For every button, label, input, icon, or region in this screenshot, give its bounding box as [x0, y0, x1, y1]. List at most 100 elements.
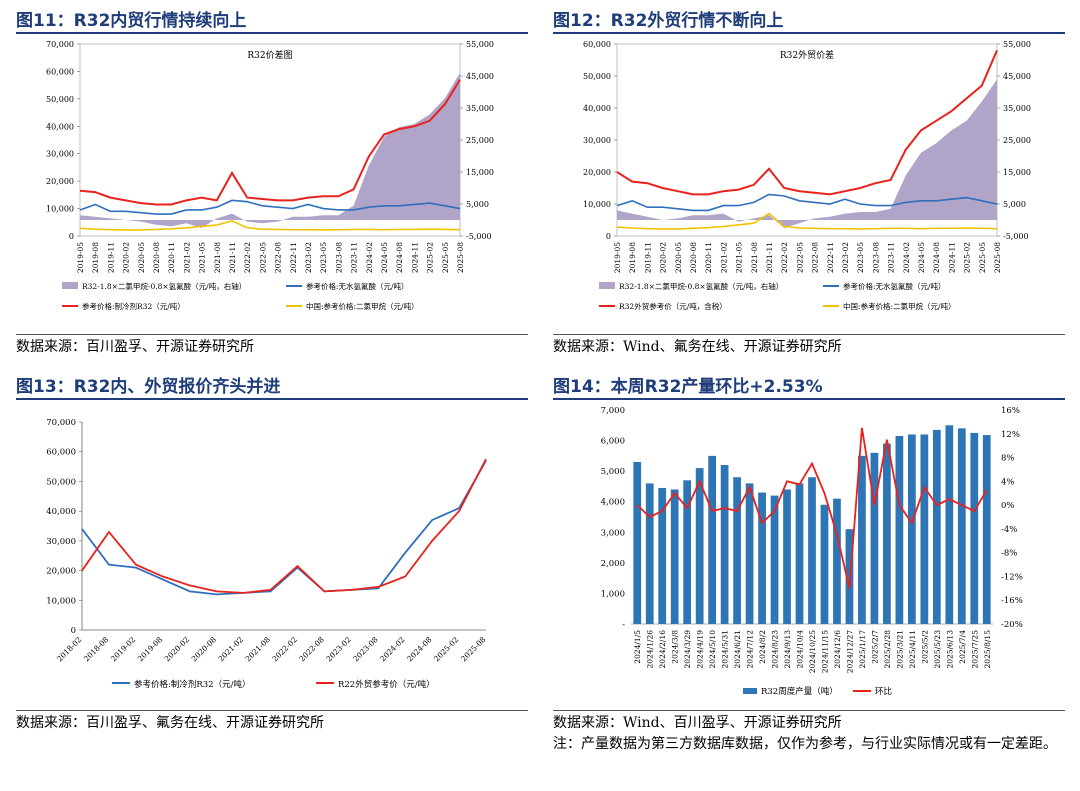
- fig12-x-tick-label: 2024-05: [917, 242, 926, 273]
- fig14-x-tick-label: 2025/4/11: [908, 630, 917, 668]
- fig12-y2-tick-label: 25,000: [1003, 136, 1031, 145]
- fig11-y-tick-label: 70,000: [46, 40, 74, 49]
- fig14-bar: [932, 429, 941, 624]
- fig12-y2-tick-label: 5,000: [1003, 200, 1026, 209]
- fig14-bar: [907, 434, 916, 624]
- fig12-x-tick-label: 2024-11: [947, 242, 956, 273]
- fig12-panel: 图12：R32外贸行情不断向上 0 10,000 20,000 30,000 40,00…: [553, 6, 1065, 358]
- fig11-y-tick-label: 50,000: [46, 95, 74, 104]
- fig14-x-tick-label: 2025/1/17: [858, 630, 867, 669]
- fig14-x-tick-label: 2025/6/13: [945, 630, 954, 669]
- fig11-y-tick-label: 40,000: [46, 122, 74, 131]
- fig11-title: 图11：R32内贸行情持续向上: [16, 11, 247, 31]
- fig12-x-tick-label: 2023-02: [841, 242, 850, 273]
- fig14-y2-tick-label: 12%: [1001, 430, 1020, 440]
- fig13-title: 图13：R32内、外贸报价齐头并进: [16, 377, 281, 397]
- fig13-x-tick-label: 2022-08: [297, 635, 326, 664]
- fig12-source: 数据来源：Wind、氟务在线、开源证券研究所: [553, 339, 842, 355]
- fig13-legend-label: 参考价格:制冷剂R32（元/吨）: [134, 679, 250, 690]
- fig14-x-tick-label: 2025/2/7: [870, 630, 879, 664]
- fig11-series-hf-price: [79, 199, 461, 215]
- fig11-series-dcm-price: [79, 220, 461, 231]
- fig12-y-tick-label: 30,000: [583, 136, 611, 145]
- fig14-y2-tick-label: 0%: [1001, 501, 1015, 511]
- fig13-x-tick-label: 2023-08: [351, 635, 380, 664]
- fig13-panel: 图13：R32内、外贸报价齐头并进 0 10,000 20,000 30,000 40,…: [16, 372, 528, 742]
- fig12-y2-tick-label: -5,000: [1003, 232, 1029, 241]
- fig13-x-tick-label: 2024-02: [378, 635, 407, 664]
- fig11-y2-tick-label: 45,000: [466, 72, 494, 81]
- fig11-x-tick-label: 2020-08: [152, 242, 161, 273]
- fig14-y2-tick-label: 4%: [1001, 477, 1015, 487]
- fig14-y-tick-label: 6,000: [601, 437, 625, 447]
- fig12-legend-label: R32-1.8×二氯甲烷-0.8×氢氟酸（元/吨，右轴）: [619, 281, 783, 291]
- fig14-bar: [658, 487, 667, 624]
- fig11-series-r32-price: [79, 79, 461, 206]
- fig13-y-tick-label: 70,000: [46, 418, 76, 428]
- fig12-y2-tick-label: 35,000: [1003, 104, 1031, 113]
- fig14-note: 注：产量数据为第三方数据库数据，仅作为参考，与行业实际情况或有一定差距。: [553, 736, 1057, 752]
- fig12-chart-title: R32外贸价差: [780, 49, 834, 61]
- fig12-x-tick-label: 2022-11: [826, 242, 835, 273]
- fig11-x-tick-label: 2024-05: [380, 242, 389, 273]
- fig13-x-tick-label: 2021-02: [217, 635, 246, 664]
- fig13-x-tick-label: 2020-08: [190, 635, 219, 664]
- fig11-y-tick-label: 0: [69, 232, 74, 241]
- fig14-bar: [833, 498, 841, 624]
- fig14-bar: [770, 495, 779, 624]
- fig12-x-tick-label: 2024-02: [902, 242, 911, 273]
- fig13-y-tick-label: 10,000: [46, 596, 76, 606]
- fig14-bar: [633, 461, 642, 624]
- fig11-y2-tick-label: 25,000: [466, 136, 494, 145]
- fig11-legend-swatch: [62, 282, 78, 289]
- fig11-legend-label: 参考价格:无水氢氟酸（元/吨）: [306, 281, 409, 291]
- fig11-x-tick-label: 2020-11: [167, 242, 176, 273]
- fig13-x-tick-label: 2025-08: [459, 635, 488, 664]
- fig11-x-tick-label: 2020-05: [137, 242, 146, 273]
- fig14-y-tick-label: 1,000: [601, 589, 625, 599]
- fig11-x-tick-label: 2023-05: [319, 242, 328, 273]
- fig14-bar: [858, 455, 866, 624]
- fig14-x-tick-label: 2025/7/4: [958, 630, 967, 664]
- fig14-x-tick-label: 2025/3/21: [895, 630, 904, 668]
- fig14-y2-tick-label: -16%: [1001, 596, 1023, 606]
- fig14-y2-tick-label: 8%: [1001, 454, 1015, 464]
- fig11-x-tick-label: 2025-02: [426, 242, 435, 273]
- fig11-x-tick-label: 2025-05: [441, 242, 450, 273]
- fig12-x-tick-label: 2020-05: [674, 242, 683, 273]
- fig13-legend-label: R22外贸参考价（元/吨）: [338, 679, 435, 690]
- fig14-bar: [820, 504, 829, 624]
- fig11-source: 数据来源：百川盈孚、开源证券研究所: [16, 339, 254, 355]
- fig11-x-tick-label: 2022-02: [243, 242, 252, 273]
- fig12-x-tick-label: 2019-05: [613, 242, 622, 273]
- fig14-bar: [982, 435, 991, 624]
- fig12-title: 图12：R32外贸行情不断向上: [553, 11, 784, 31]
- fig14-series-wow-line: [636, 427, 988, 589]
- fig12-x-tick-label: 2022-08: [811, 242, 820, 273]
- fig12-x-tick-label: 2020-11: [704, 242, 713, 273]
- fig11-y2-tick-label: 55,000: [466, 40, 494, 49]
- fig11-x-tick-label: 2022-05: [258, 242, 267, 273]
- fig14-x-tick-label: 2024/6/21: [733, 630, 742, 668]
- fig13-chart: 0 10,000 20,000 30,000 40,000 50,000 60,000 70,…: [46, 418, 488, 690]
- fig14-bar: [970, 432, 979, 624]
- fig12-y-tick-label: 0: [606, 232, 611, 241]
- fig13-y-tick-label: 60,000: [46, 448, 76, 458]
- fig11-legend-label: 中国:参考价格:二氯甲烷（元/吨）: [306, 301, 419, 311]
- fig11-y-tick-label: 10,000: [46, 205, 74, 214]
- fig14-x-tick-label: 2024/12/6: [833, 630, 842, 669]
- fig12-legend-swatch: [599, 282, 615, 289]
- fig12-series-r32-price: [616, 50, 998, 196]
- fig14-x-tick-label: 2024/8/23: [771, 630, 780, 669]
- fig13-series-r22-export-price: [81, 458, 487, 594]
- fig11-panel: 图11：R32内贸行情持续向上 0 10,000 20,000 30,000 40,00…: [16, 6, 528, 358]
- fig12-series-hf-price: [616, 193, 998, 212]
- fig14-bar: [783, 489, 791, 624]
- fig14-legend-label: 环比: [875, 686, 892, 697]
- fig14-y-tick-label: -: [622, 620, 625, 630]
- fig14-x-tick-label: 2024/10/25: [808, 630, 817, 673]
- fig14-y-tick-label: 5,000: [601, 467, 625, 477]
- fig14-title: 图14：本周R32产量环比+2.53%: [553, 377, 823, 397]
- fig12-x-tick-label: 2020-08: [689, 242, 698, 273]
- fig14-bar: [695, 468, 704, 624]
